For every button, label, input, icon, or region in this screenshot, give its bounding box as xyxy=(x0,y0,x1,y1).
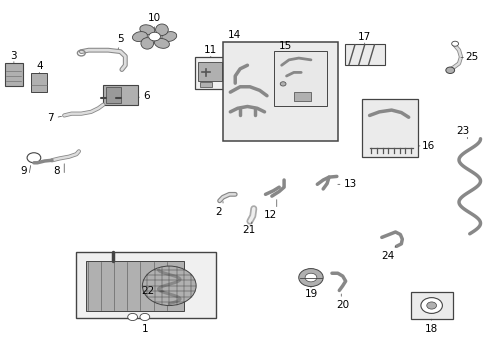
FancyBboxPatch shape xyxy=(223,42,338,140)
Circle shape xyxy=(128,314,138,320)
Text: 14: 14 xyxy=(228,30,241,40)
Circle shape xyxy=(27,153,41,163)
Text: 8: 8 xyxy=(53,166,60,176)
FancyBboxPatch shape xyxy=(294,92,311,101)
Text: 17: 17 xyxy=(358,32,371,42)
Text: 24: 24 xyxy=(381,251,394,261)
FancyBboxPatch shape xyxy=(86,261,184,311)
Text: 6: 6 xyxy=(144,91,150,101)
Text: 13: 13 xyxy=(344,179,357,189)
Circle shape xyxy=(305,273,317,282)
Ellipse shape xyxy=(154,39,170,48)
Ellipse shape xyxy=(162,32,177,41)
Text: 15: 15 xyxy=(279,41,293,51)
Circle shape xyxy=(452,41,459,46)
Ellipse shape xyxy=(141,38,154,49)
Circle shape xyxy=(143,266,196,306)
FancyBboxPatch shape xyxy=(4,63,23,86)
Circle shape xyxy=(421,298,442,314)
Text: 5: 5 xyxy=(117,35,123,44)
FancyBboxPatch shape xyxy=(345,44,385,65)
Text: 4: 4 xyxy=(36,61,43,71)
Text: 1: 1 xyxy=(142,324,148,334)
FancyBboxPatch shape xyxy=(31,73,47,92)
Circle shape xyxy=(140,314,150,320)
Circle shape xyxy=(427,302,437,309)
Text: 7: 7 xyxy=(47,113,53,123)
Text: 22: 22 xyxy=(141,286,155,296)
Text: 18: 18 xyxy=(425,324,438,334)
FancyBboxPatch shape xyxy=(200,82,212,87)
Ellipse shape xyxy=(132,32,147,41)
FancyBboxPatch shape xyxy=(103,85,139,105)
Text: 20: 20 xyxy=(336,300,349,310)
FancyBboxPatch shape xyxy=(411,292,453,319)
Circle shape xyxy=(446,67,455,73)
FancyBboxPatch shape xyxy=(198,62,221,81)
FancyBboxPatch shape xyxy=(362,99,418,157)
Circle shape xyxy=(280,82,286,86)
FancyBboxPatch shape xyxy=(106,87,122,103)
Text: 16: 16 xyxy=(422,141,435,151)
Circle shape xyxy=(149,32,160,41)
FancyBboxPatch shape xyxy=(274,51,327,107)
Text: 25: 25 xyxy=(465,52,478,62)
Text: 23: 23 xyxy=(456,126,469,136)
FancyBboxPatch shape xyxy=(76,252,216,318)
Ellipse shape xyxy=(156,24,168,36)
Circle shape xyxy=(299,269,323,287)
Text: 19: 19 xyxy=(304,289,318,299)
Text: 2: 2 xyxy=(215,207,221,217)
Text: 3: 3 xyxy=(11,51,17,60)
Text: 9: 9 xyxy=(21,166,27,176)
FancyBboxPatch shape xyxy=(195,57,227,89)
Text: 12: 12 xyxy=(264,211,277,220)
Text: 10: 10 xyxy=(148,13,161,23)
Text: 21: 21 xyxy=(242,225,255,235)
Text: 11: 11 xyxy=(204,45,218,55)
Ellipse shape xyxy=(140,25,155,35)
